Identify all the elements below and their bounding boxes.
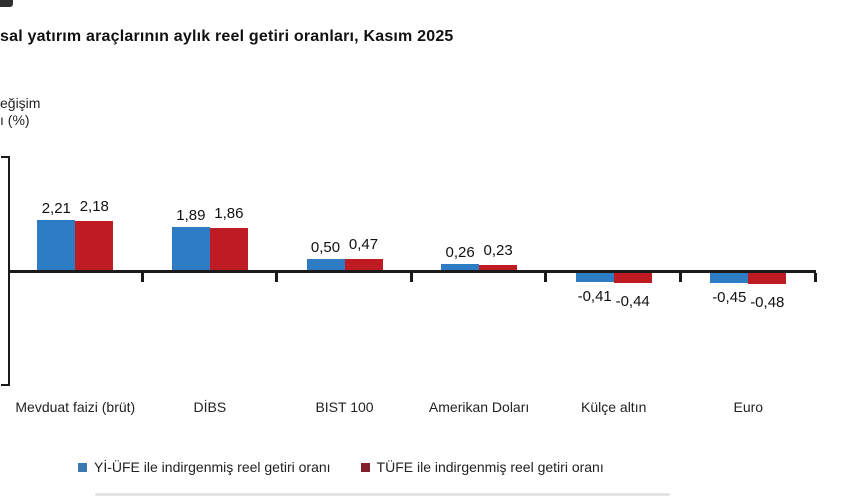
bar-value-label: 0,23	[483, 242, 513, 259]
category-label: Külçe altın	[581, 399, 647, 415]
legend-item: TÜFE ile indirgenmiş reel getiri oranı	[360, 459, 604, 475]
category-label: BIST 100	[315, 399, 374, 415]
bar-tufe	[613, 273, 652, 283]
x-axis	[8, 270, 816, 273]
bar-value-label: -0,41	[577, 288, 612, 305]
legend-label: Yİ-ÜFE ile indirgenmiş reel getiri oranı	[94, 459, 331, 475]
bar-value-label: -0,48	[750, 294, 785, 311]
y-axis-label-line2: ı (%)	[0, 112, 30, 128]
chart-title: sal yatırım araçlarının aylık reel getir…	[0, 28, 454, 45]
category-label: Mevduat faizi (brüt)	[15, 399, 136, 415]
legend-marker-yiufe	[78, 462, 87, 472]
bar-yiufe	[306, 259, 345, 270]
bar-value-label: -0,45	[712, 289, 747, 306]
bar-value-label: 1,86	[214, 205, 244, 222]
legend-item: Yİ-ÜFE ile indirgenmiş reel getiri oranı	[78, 459, 331, 475]
y-axis-bottom-tick	[1, 384, 9, 386]
bar-tufe	[75, 221, 114, 270]
x-axis-tick	[275, 273, 279, 282]
bar-yiufe	[37, 220, 76, 270]
bar-tufe	[209, 228, 248, 270]
y-axis-label-line1: eğişim	[0, 95, 41, 111]
bottom-edge-artifact	[95, 493, 670, 496]
x-axis-tick	[140, 273, 144, 282]
bar-value-label: 1,89	[176, 207, 206, 224]
x-axis-tick	[409, 273, 413, 282]
y-axis-label: eğişim ı (%)	[0, 95, 40, 129]
category-label: Amerikan Doları	[428, 399, 530, 415]
legend: Yİ-ÜFE ile indirgenmiş reel getiri oranı…	[78, 459, 604, 475]
bar-tufe	[748, 273, 787, 284]
x-axis-tick	[679, 273, 682, 282]
bar-tufe	[479, 265, 518, 270]
bar-tufe	[344, 259, 383, 270]
bar-value-label: 2,21	[41, 200, 71, 217]
category-label: DİBS	[193, 399, 227, 415]
legend-marker-tufe	[360, 462, 370, 472]
bar-yiufe	[171, 227, 210, 270]
bar-yiufe	[441, 264, 480, 270]
category-label: Euro	[733, 399, 764, 415]
cropped-corner-artifact	[0, 0, 13, 7]
y-axis-top-tick	[1, 156, 9, 158]
bar-value-label: 0,26	[445, 244, 475, 261]
bar-value-label: 2,18	[79, 198, 109, 215]
bar-yiufe	[710, 273, 749, 283]
x-axis-tick	[544, 273, 548, 282]
legend-label: TÜFE ile indirgenmiş reel getiri oranı	[376, 459, 604, 475]
bar-value-label: 0,47	[348, 236, 379, 253]
bar-value-label: -0,44	[615, 293, 650, 310]
x-axis-tick	[813, 273, 817, 282]
bar-yiufe	[575, 273, 614, 282]
bar-value-label: 0,50	[310, 239, 341, 256]
